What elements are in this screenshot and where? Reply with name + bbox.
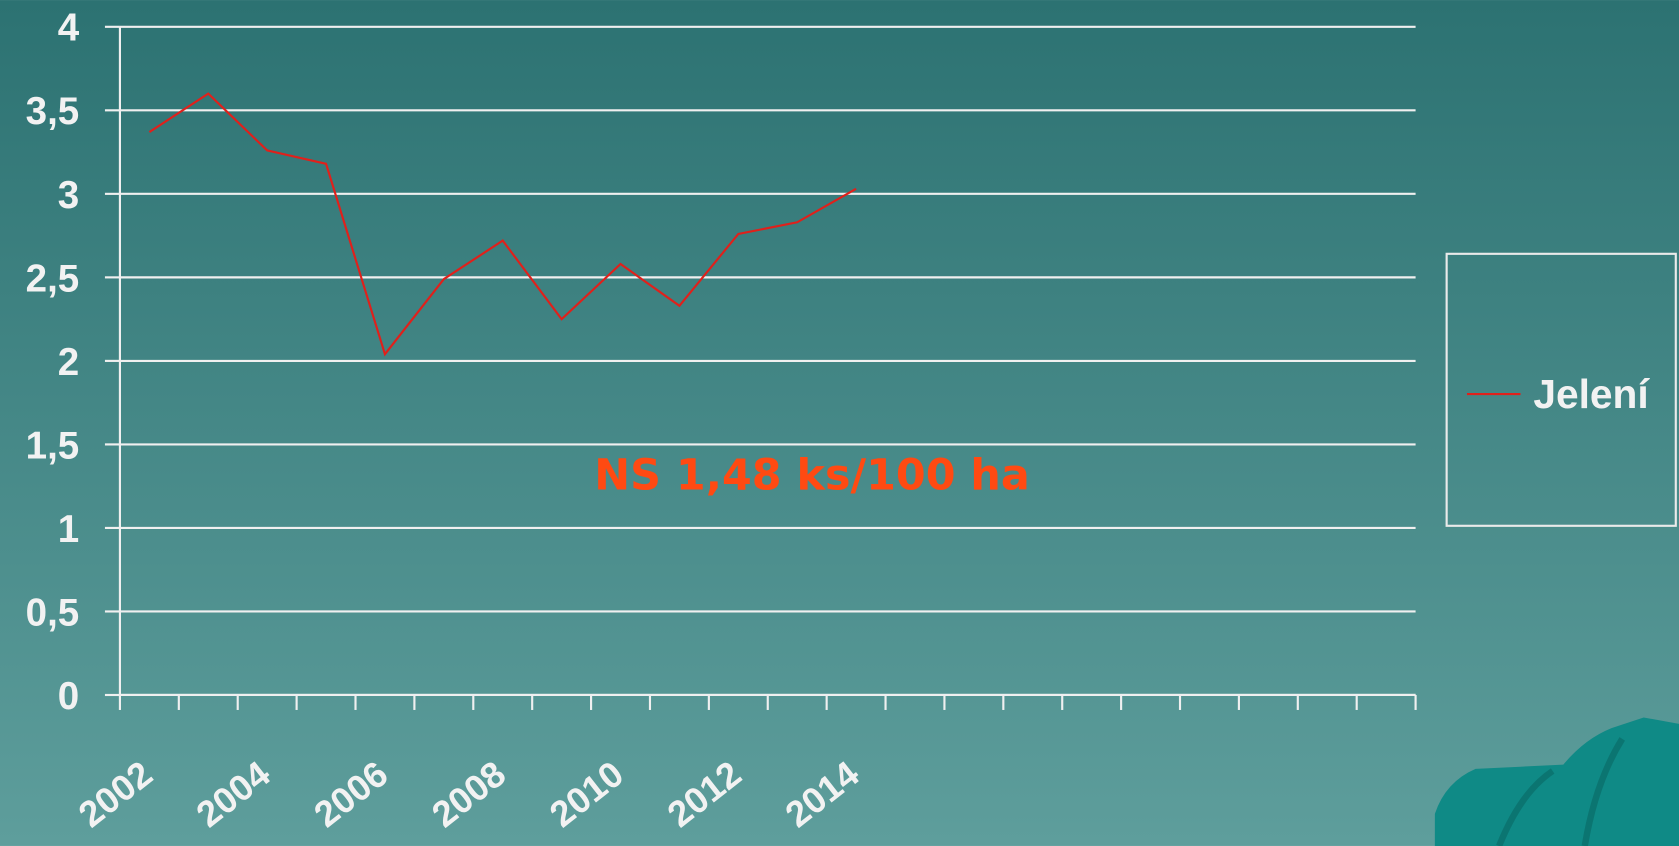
- y-tick-label: 1,5: [26, 424, 80, 467]
- y-tick-label: 1: [58, 508, 79, 551]
- annotation: NS 1,48 ks/100 ha: [594, 448, 1044, 504]
- y-tick-label: 4: [58, 7, 80, 50]
- y-tick-label: 0,5: [26, 591, 80, 634]
- y-tick-label: 3,5: [26, 90, 80, 133]
- legend-label: Jelení: [1533, 371, 1650, 417]
- y-tick-label: 2,5: [26, 257, 80, 300]
- page: 00,511,522,533,5420022004200620082010201…: [0, 0, 1679, 846]
- annotation-box: NS 1,48 ks/100 ha: [594, 448, 1065, 576]
- y-tick-label: 2: [58, 341, 79, 384]
- y-tick-label: 0: [58, 675, 79, 718]
- background: [0, 0, 1679, 846]
- chart: 00,511,522,533,5420022004200620082010201…: [0, 0, 1679, 846]
- y-tick-label: 3: [58, 174, 79, 217]
